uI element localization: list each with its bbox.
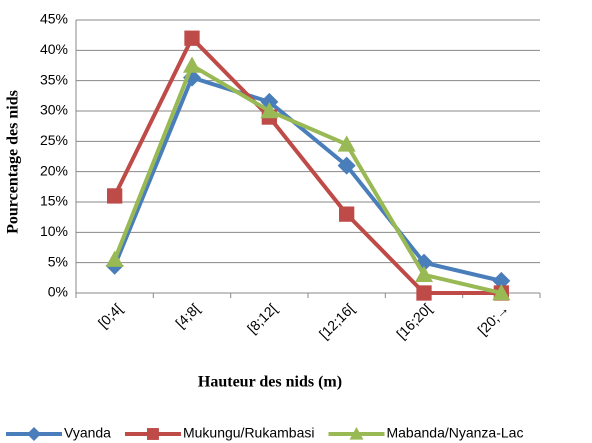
legend-label: Mukungu/Rukambasi (183, 425, 315, 441)
x-tick-label: [0;4[ (95, 300, 126, 331)
y-tick-label: 5% (48, 253, 68, 269)
marker (183, 56, 201, 73)
y-tick-label: 20% (40, 162, 68, 178)
y-tick-label: 30% (40, 102, 68, 118)
marker (105, 250, 124, 267)
marker (416, 285, 432, 301)
y-tick-label: 40% (40, 41, 68, 57)
y-tick-label: 15% (40, 193, 68, 209)
marker (107, 188, 123, 204)
x-tick-label: [4;8[ (172, 300, 203, 331)
x-axis-title: Hauteur des nids (m) (198, 374, 342, 391)
marker (337, 156, 356, 175)
y-tick-label: 0% (48, 284, 68, 300)
marker (339, 206, 355, 222)
series-line (112, 75, 502, 283)
marker (184, 30, 200, 46)
marker (349, 427, 364, 440)
x-tick-label: [20;→ (474, 300, 512, 338)
marker (337, 135, 356, 152)
marker (260, 102, 279, 119)
y-tick-label: 10% (40, 223, 68, 239)
x-tick-label: [16;20[ (393, 300, 435, 342)
marker (492, 284, 511, 301)
y-axis-title: Pourcentage des nids (5, 90, 22, 234)
series-line (112, 34, 502, 295)
marker (415, 265, 433, 282)
x-tick-label: [12;16[ (316, 300, 358, 342)
y-tick-label: 25% (40, 132, 68, 148)
y-tick-label: 35% (40, 71, 68, 87)
x-tick-label: [8;12[ (244, 300, 280, 336)
legend-label: Mabanda/Nyanza-Lac (386, 425, 523, 441)
marker (27, 427, 41, 441)
y-tick-label: 45% (40, 11, 68, 27)
legend-label: Vyanda (64, 425, 111, 441)
marker (147, 428, 159, 440)
series-line (112, 62, 502, 295)
